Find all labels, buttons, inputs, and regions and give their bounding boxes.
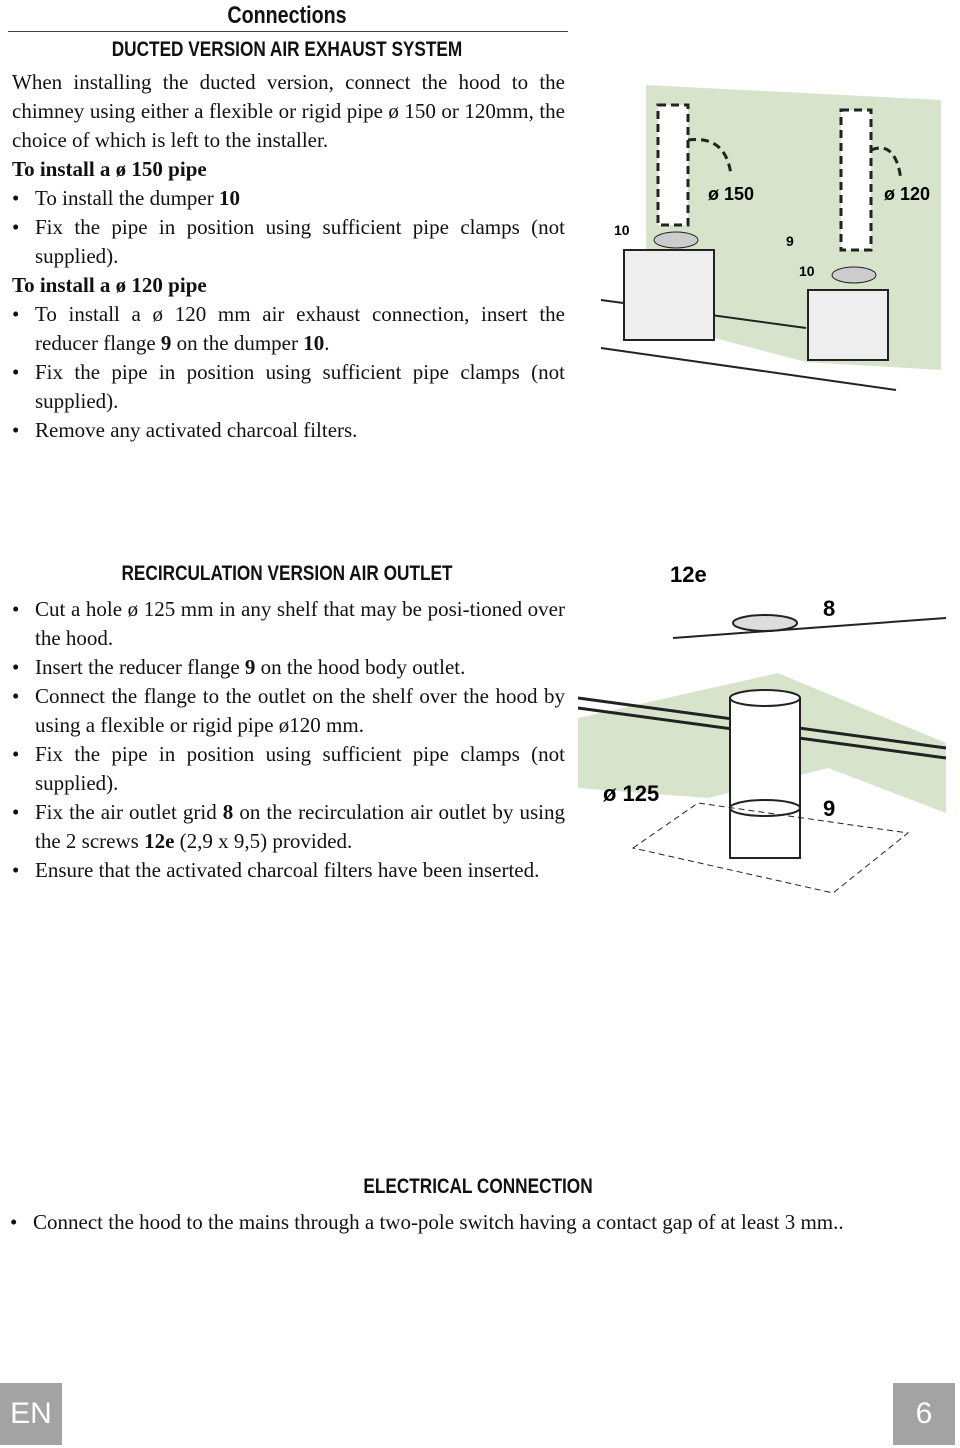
bullet-item: Ensure that the activated charcoal filte… bbox=[12, 856, 565, 885]
label: 10 bbox=[614, 222, 630, 238]
bullet-item: Fix the pipe in position using sufficien… bbox=[12, 358, 565, 416]
page-number: 6 bbox=[893, 1383, 955, 1445]
bullet-list: To install a ø 120 mm air exhaust connec… bbox=[12, 300, 565, 445]
recirculation-text: Cut a hole ø 125 mm in any shelf that ma… bbox=[12, 595, 565, 885]
ducted-text: When installing the ducted version, conn… bbox=[12, 68, 565, 445]
bold-run: 9 bbox=[244, 655, 256, 679]
ducted-figure: 10 ø 150 9 10 ø 120 bbox=[600, 85, 941, 391]
section-title: Connections bbox=[227, 2, 347, 29]
bullet-item: Fix the air outlet grid 8 on the recircu… bbox=[12, 798, 565, 856]
recirculation-figure: 12e 8 ø 125 9 bbox=[578, 562, 947, 894]
label: ø 120 bbox=[884, 184, 930, 204]
label: 9 bbox=[823, 796, 835, 821]
bullet-item: Remove any activated charcoal filters. bbox=[12, 416, 565, 445]
label: 9 bbox=[786, 233, 794, 249]
heading: RECIRCULATION VERSION AIR OUTLET bbox=[121, 562, 453, 585]
text-run: Cut a hole ø 125 mm in any shelf that ma… bbox=[35, 597, 565, 650]
bullet-item: Insert the reducer flange 9 on the hood … bbox=[12, 653, 565, 682]
text-run: Fix the pipe in position using sufficien… bbox=[35, 215, 565, 268]
language-tab: EN bbox=[0, 1383, 62, 1445]
heading: DUCTED VERSION AIR EXHAUST SYSTEM bbox=[111, 38, 463, 61]
bold-run: 10 bbox=[303, 331, 325, 355]
text-run: To install a ø 120 mm air exhaust connec… bbox=[35, 302, 565, 355]
bullet-item: Fix the pipe in position using sufficien… bbox=[12, 213, 565, 271]
bold-run: 8 bbox=[222, 800, 234, 824]
text-run: on the recirculation air outlet by using… bbox=[35, 800, 565, 853]
bullet-item: Connect the hood to the mains through a … bbox=[10, 1208, 950, 1237]
label: 10 bbox=[799, 263, 815, 279]
label: ø 125 bbox=[603, 781, 659, 806]
intro: When installing the ducted version, conn… bbox=[12, 70, 565, 152]
bullet-item: Cut a hole ø 125 mm in any shelf that ma… bbox=[12, 595, 565, 653]
text-run: Remove any activated charcoal filters. bbox=[35, 418, 358, 442]
electrical-text: Connect the hood to the mains through a … bbox=[10, 1208, 950, 1237]
bold-run: 10 bbox=[219, 186, 240, 210]
rule bbox=[8, 31, 568, 32]
bullet-item: To install the dumper 10 bbox=[12, 184, 565, 213]
heading: ELECTRICAL CONNECTION bbox=[363, 1175, 593, 1198]
bold-run: 9 bbox=[160, 331, 172, 355]
bullet-item: To install a ø 120 mm air exhaust connec… bbox=[12, 300, 565, 358]
bullet-list: Cut a hole ø 125 mm in any shelf that ma… bbox=[12, 595, 565, 885]
text-run: Fix the air outlet grid bbox=[35, 800, 223, 824]
text-run: on the hood body outlet. bbox=[255, 655, 466, 679]
bullet-list: To install the dumper 10Fix the pipe in … bbox=[12, 184, 565, 271]
text-run: Fix the pipe in position using sufficien… bbox=[35, 742, 565, 795]
bullet-item: Fix the pipe in position using sufficien… bbox=[12, 740, 565, 798]
text-run: Insert the reducer flange bbox=[35, 655, 245, 679]
label: 8 bbox=[823, 596, 835, 621]
text-run: Fix the pipe in position using sufficien… bbox=[35, 360, 565, 413]
bullet-list: Connect the hood to the mains through a … bbox=[10, 1208, 950, 1237]
text-run: Connect the hood to the mains through a … bbox=[33, 1210, 844, 1234]
text-run: Connect the flange to the outlet on the … bbox=[35, 684, 565, 737]
text-run: on the dumper bbox=[171, 331, 304, 355]
label: 12e bbox=[670, 562, 707, 587]
text-run: (2,9 x 9,5) provided. bbox=[174, 829, 353, 853]
bullet-item: Connect the flange to the outlet on the … bbox=[12, 682, 565, 740]
text-run: Ensure that the activated charcoal filte… bbox=[35, 858, 540, 882]
text-run: To install the dumper bbox=[35, 186, 219, 210]
subheading: To install a ø 150 pipe bbox=[12, 157, 207, 181]
text-run: . bbox=[324, 331, 330, 355]
bold-run: 12e bbox=[144, 829, 175, 853]
subheading: To install a ø 120 pipe bbox=[12, 273, 207, 297]
label: ø 150 bbox=[708, 184, 754, 204]
